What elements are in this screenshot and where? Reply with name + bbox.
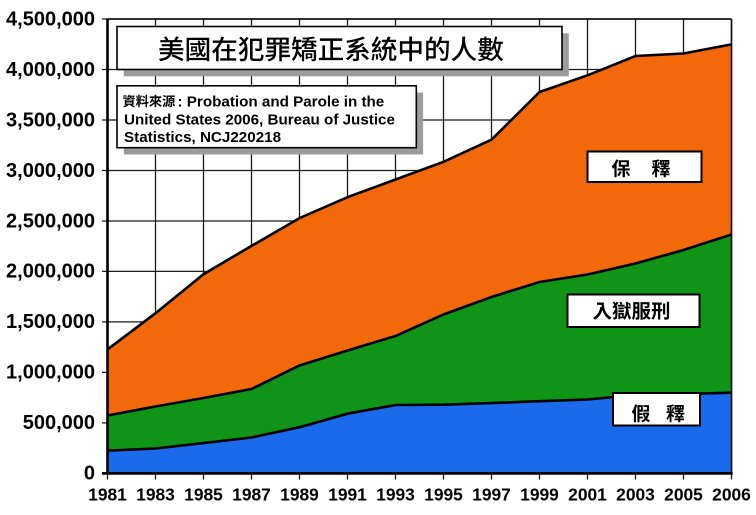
svg-text:Statistics, NCJ220218: Statistics, NCJ220218 — [124, 129, 281, 146]
svg-text:1991: 1991 — [328, 485, 367, 505]
svg-text:United States 2006, Bureau of: United States 2006, Bureau of Justice — [124, 112, 395, 129]
svg-text:3,000,000: 3,000,000 — [6, 160, 95, 182]
svg-text:1993: 1993 — [376, 485, 415, 505]
svg-text:1989: 1989 — [280, 485, 319, 505]
svg-text:1983: 1983 — [136, 485, 175, 505]
svg-text:0: 0 — [84, 463, 95, 485]
svg-text:: Probation and Parole in the: : Probation and Parole in the — [178, 94, 385, 111]
svg-text:2,500,000: 2,500,000 — [6, 210, 95, 232]
svg-text:1,000,000: 1,000,000 — [6, 362, 95, 384]
svg-text:2005: 2005 — [664, 485, 703, 505]
svg-text:1995: 1995 — [424, 485, 463, 505]
svg-text:4,000,000: 4,000,000 — [6, 59, 95, 81]
svg-text:1987: 1987 — [232, 485, 271, 505]
svg-text:1,500,000: 1,500,000 — [6, 311, 95, 333]
svg-text:500,000: 500,000 — [23, 412, 95, 434]
svg-text:2,000,000: 2,000,000 — [6, 261, 95, 283]
svg-text:1997: 1997 — [472, 485, 511, 505]
svg-text:3,500,000: 3,500,000 — [6, 109, 95, 131]
svg-text:2003: 2003 — [616, 485, 655, 505]
svg-text:1981: 1981 — [88, 485, 127, 505]
svg-text:4,500,000: 4,500,000 — [6, 8, 95, 30]
svg-text:2006: 2006 — [712, 485, 751, 505]
svg-text:1999: 1999 — [520, 485, 559, 505]
svg-text:2001: 2001 — [568, 485, 607, 505]
svg-text:1985: 1985 — [184, 485, 223, 505]
